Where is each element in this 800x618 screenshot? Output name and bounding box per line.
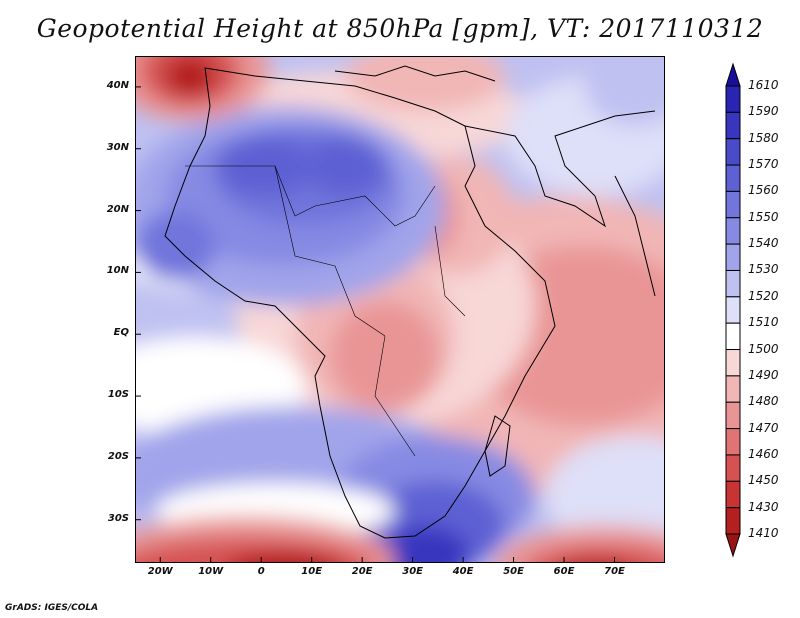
y-tick-label: 30N — [106, 141, 129, 153]
x-tick-label: 60E — [553, 566, 575, 577]
x-tick-label: 50E — [503, 566, 524, 577]
colorbar-label: 1610 — [748, 78, 779, 92]
y-axis-ticks — [135, 86, 141, 521]
colorbar-label: 1460 — [748, 446, 779, 461]
y-tick-label: 10S — [107, 389, 129, 401]
country-border-sahara — [185, 165, 436, 227]
x-tick-label: 0 — [257, 566, 265, 577]
y-tick-label: 30S — [107, 512, 129, 524]
y-tick-label: 10N — [106, 265, 129, 277]
colorbar-swatch — [725, 480, 741, 509]
y-tick-label: 40N — [106, 79, 129, 91]
colorbar-swatch — [725, 269, 741, 298]
colorbar-swatch — [725, 349, 741, 377]
colorbar-swatch — [725, 243, 741, 271]
x-axis-ticks — [159, 557, 616, 563]
x-tick-label: 10W — [198, 566, 224, 577]
madagascar-coast — [484, 415, 511, 477]
colorbar-label: 1500 — [748, 341, 779, 356]
country-border-central — [274, 165, 386, 337]
colorbar-label: 1540 — [748, 236, 779, 251]
height-field — [135, 56, 665, 563]
x-tick-label: 20W — [147, 566, 173, 577]
india-coast — [614, 175, 656, 297]
y-tick-label: 20S — [107, 450, 129, 462]
x-tick-label: 40E — [452, 566, 474, 577]
grads-credit: GrADS: IGES/COLA — [5, 603, 99, 613]
colorbar-swatch — [725, 428, 741, 456]
colorbar-label: 1590 — [748, 104, 779, 119]
x-tick-label: 70E — [604, 566, 625, 577]
colorbar-label: 1530 — [748, 262, 779, 277]
map-plot — [135, 56, 665, 563]
colorbar-label: 1550 — [748, 209, 779, 224]
x-tick-label: 20E — [351, 566, 373, 577]
colorbar-label: 1570 — [748, 157, 779, 172]
colorbar-label: 1490 — [748, 367, 779, 382]
map-panel — [135, 56, 665, 563]
colorbar-label: 1410 — [748, 526, 779, 540]
colorbar-label: 1450 — [748, 473, 779, 488]
borders — [185, 165, 466, 457]
colorbar-top-arrow — [725, 62, 741, 87]
colorbar-swatch — [725, 164, 741, 192]
country-border-east — [434, 225, 466, 317]
colorbar-swatch — [725, 296, 741, 324]
colorbar-label: 1470 — [748, 420, 779, 435]
colorbar-swatch — [725, 375, 741, 403]
colorbar-swatch — [725, 190, 741, 219]
colorbar-label: 1510 — [748, 315, 779, 330]
colorbar-label: 1480 — [748, 394, 779, 409]
colorbar-label: 1560 — [748, 183, 779, 198]
arabia-coast — [464, 110, 656, 228]
x-tick-label: 10E — [301, 566, 323, 577]
europe-coast — [334, 65, 496, 82]
colorbar-swatch — [725, 322, 741, 351]
colorbar-swatch — [725, 401, 741, 430]
colorbar-label: 1580 — [748, 130, 779, 145]
y-tick-label: 20N — [106, 203, 129, 215]
colorbar-bottom-arrow — [725, 533, 741, 558]
coastlines — [164, 65, 656, 539]
colorbar-swatch — [725, 507, 741, 535]
colorbar-swatch — [725, 138, 741, 166]
country-border-south — [374, 335, 416, 457]
colorbar-swatch — [725, 111, 741, 140]
colorbar-label: 1520 — [748, 288, 779, 303]
map-frame — [135, 56, 665, 563]
x-tick-label: 30E — [402, 566, 423, 577]
y-tick-label: EQ — [113, 327, 129, 339]
colorbar-swatch — [725, 454, 741, 482]
chart-title: Geopotential Height at 850hPa [gpm], VT:… — [36, 14, 764, 43]
colorbar-label: 1430 — [748, 499, 779, 514]
colorbar-swatch — [725, 217, 741, 245]
colorbar-swatch — [725, 85, 741, 113]
